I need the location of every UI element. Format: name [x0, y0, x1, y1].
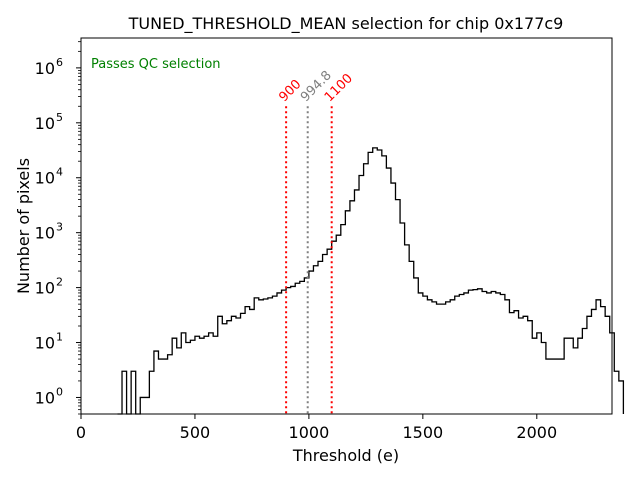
x-axis-ticks: 0 500 1000 1500 2000 [76, 414, 557, 442]
histogram-bars [117, 147, 625, 415]
y-tick-exp-0: 0 [56, 385, 63, 398]
y-tick-exp-4: 4 [56, 166, 63, 179]
chart-title: TUNED_THRESHOLD_MEAN selection for chip … [128, 14, 564, 34]
y-tick-label-0: 10 [35, 388, 55, 407]
x-axis-label: Threshold (e) [292, 446, 399, 465]
x-tick-label-3: 1500 [402, 423, 443, 442]
y-tick-label-1: 10 [35, 334, 55, 353]
x-tick-label-2: 1000 [289, 423, 330, 442]
y-tick-exp-6: 6 [56, 56, 63, 69]
plot-frame [80, 37, 613, 415]
y-tick-label-3: 10 [35, 224, 55, 243]
y-tick-label-5: 10 [35, 114, 55, 133]
qc-pass-annotation: Passes QC selection [91, 57, 221, 72]
y-tick-label-4: 10 [35, 169, 55, 188]
y-tick-exp-5: 5 [56, 111, 63, 124]
y-axis-label: Number of pixels [14, 158, 33, 294]
y-tick-label-6: 10 [35, 59, 55, 78]
histogram-step [117, 147, 625, 415]
y-tick-label-2: 10 [35, 279, 55, 298]
y-tick-exp-3: 3 [56, 221, 63, 234]
x-tick-label-0: 0 [76, 423, 86, 442]
x-tick-label-1: 500 [180, 423, 211, 442]
y-tick-exp-1: 1 [56, 331, 63, 344]
y-tick-exp-2: 2 [56, 276, 63, 289]
x-tick-label-4: 2000 [516, 423, 557, 442]
